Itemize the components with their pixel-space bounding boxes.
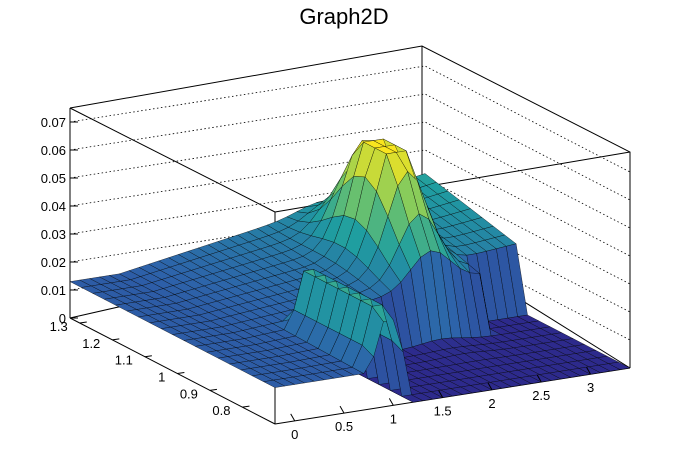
z-tick-label: 0.05: [41, 171, 66, 186]
y-tick-mark: [79, 321, 87, 324]
y-tick-mark: [242, 405, 250, 408]
y-tick-label: 1: [158, 370, 165, 385]
y-tick-label: 1.2: [82, 336, 100, 351]
x-tick-mark: [339, 405, 345, 414]
surface-cell: [608, 361, 631, 370]
y-tick-mark: [112, 338, 120, 341]
x-tick-mark: [388, 398, 394, 406]
y-tick-label: 0.8: [212, 403, 230, 418]
y-tick-mark: [209, 388, 217, 391]
y-tick-mark: [177, 372, 185, 375]
z-gridline: [69, 121, 631, 229]
y-tick-label: 1.3: [50, 319, 68, 334]
x-tick-label: 2.5: [532, 388, 550, 403]
chart-title: Graph2D: [299, 4, 388, 29]
y-tick-label: 1.1: [115, 353, 133, 368]
y-axis: 0.8 0.9 1 1.1 1.2 1.3: [50, 319, 250, 418]
z-gridline: [69, 93, 631, 201]
x-tick-mark: [487, 382, 493, 391]
z-tick-label: 0.06: [41, 143, 66, 158]
x-tick-mark: [438, 390, 444, 398]
x-tick-label: 0: [291, 427, 298, 442]
z-gridlines: [69, 65, 631, 341]
surface-mesh: [69, 138, 631, 403]
y-tick-label: 0.9: [180, 386, 198, 401]
x-tick-label: 2: [488, 396, 495, 411]
z-gridline: [69, 65, 631, 173]
x-tick-mark: [290, 413, 296, 422]
z-tick-label: 0.02: [41, 255, 66, 270]
z-axis: 0 0.01 0.02 0.03 0.04 0.05 0.06 0.07: [41, 115, 78, 326]
z-tick-label: 0: [59, 311, 66, 326]
x-axis: 0 0.5 1 1.5 2 2.5 3: [290, 366, 594, 442]
z-gridline: [69, 149, 631, 257]
x-tick-mark: [586, 366, 591, 375]
z-tick-label: 0.03: [41, 227, 66, 242]
z-gridline: [69, 205, 631, 313]
x-tick-label: 0.5: [335, 419, 353, 434]
x-tick-label: 3: [587, 380, 594, 395]
z-gridline: [69, 233, 631, 341]
y-tick-mark: [144, 355, 152, 358]
z-tick-label: 0.01: [41, 283, 66, 298]
x-tick-mark: [536, 374, 542, 383]
z-gridline: [69, 177, 631, 285]
z-tick-label: 0.07: [41, 115, 66, 130]
x-tick-label: 1: [390, 411, 397, 426]
x-tick-label: 1.5: [434, 404, 452, 419]
z-tick-label: 0.04: [41, 199, 66, 214]
